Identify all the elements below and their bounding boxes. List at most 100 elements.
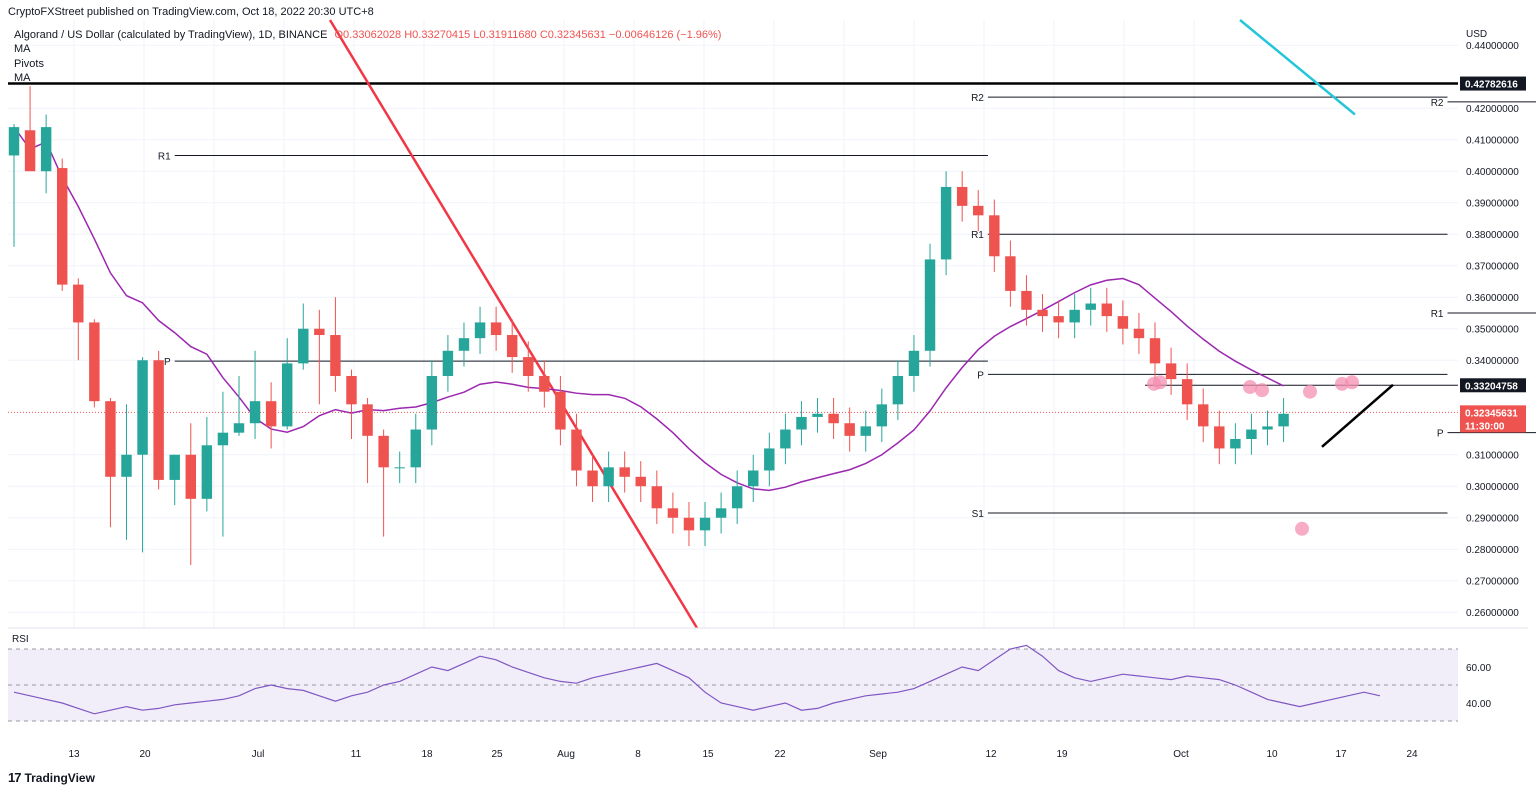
ohlc-values: O0.33062028 H0.33270415 L0.31911680 C0.3… bbox=[334, 29, 722, 41]
candle-body bbox=[1246, 429, 1257, 439]
candle-body bbox=[876, 404, 888, 427]
time-tick: 15 bbox=[702, 749, 714, 760]
pivot-levels: R1PR2R1PS1R2R1PR1PS1 bbox=[158, 93, 1536, 520]
candlestick-series bbox=[8, 86, 1289, 565]
tradingview-icon: 17 bbox=[8, 770, 22, 785]
price-tag-box bbox=[1460, 76, 1526, 91]
indicator-pivots[interactable]: Pivots bbox=[14, 58, 44, 70]
price-tick: 0.44000000 bbox=[1466, 41, 1519, 52]
candle-body bbox=[715, 508, 727, 518]
pivot-label: R1 bbox=[158, 151, 171, 162]
candle-body bbox=[24, 130, 36, 172]
candle-body bbox=[748, 470, 759, 487]
time-tick: Oct bbox=[1173, 749, 1189, 760]
candle-body bbox=[603, 467, 614, 487]
candle-body bbox=[1053, 316, 1064, 323]
touch-marker bbox=[1303, 384, 1317, 399]
candle-body bbox=[1117, 316, 1129, 329]
rsi-label: RSI bbox=[12, 634, 29, 645]
pivot-label: P bbox=[164, 357, 171, 368]
descending-trendline bbox=[328, 19, 699, 629]
candle-body bbox=[201, 445, 213, 499]
time-tick: Sep bbox=[869, 749, 887, 760]
candle-body bbox=[1214, 426, 1225, 449]
pivot-label: P bbox=[1437, 429, 1444, 440]
indicator-ma-2[interactable]: MA bbox=[14, 72, 31, 84]
candle-body bbox=[924, 259, 936, 351]
candle-body bbox=[394, 467, 405, 469]
symbol-title: Algorand / US Dollar (calculated by Trad… bbox=[14, 29, 721, 41]
touch-marker bbox=[1153, 375, 1167, 390]
price-tick: 0.27000000 bbox=[1466, 577, 1519, 588]
price-tick: 0.36000000 bbox=[1466, 293, 1519, 304]
touch-marker bbox=[1345, 375, 1359, 390]
price-tick: 0.28000000 bbox=[1466, 545, 1519, 556]
price-tick: 0.35000000 bbox=[1466, 325, 1519, 336]
candle-body bbox=[619, 467, 630, 477]
time-tick: 20 bbox=[139, 749, 151, 760]
candle-body bbox=[1230, 438, 1241, 449]
cyan-trendline bbox=[1239, 19, 1356, 116]
candle-body bbox=[458, 338, 470, 351]
candle-body bbox=[40, 127, 52, 172]
tradingview-logo[interactable]: 17 TradingView bbox=[8, 770, 95, 785]
price-tag-label: 11:30:00 bbox=[1465, 421, 1505, 432]
price-tick: 0.31000000 bbox=[1466, 451, 1519, 462]
candle-body bbox=[474, 322, 486, 339]
price-tag-label: 0.42782616 bbox=[1465, 80, 1518, 91]
candle-body bbox=[908, 350, 920, 376]
time-tick: 22 bbox=[774, 749, 786, 760]
price-tag-box bbox=[1460, 378, 1526, 393]
candle-body bbox=[828, 413, 839, 424]
trend-lines bbox=[8, 19, 1458, 629]
candle-body bbox=[635, 476, 646, 487]
time-tick: 13 bbox=[68, 749, 80, 760]
candle-body bbox=[731, 486, 743, 509]
candle-body bbox=[940, 186, 952, 260]
candle-body bbox=[506, 335, 518, 358]
candle-body bbox=[667, 508, 679, 518]
time-tick: 19 bbox=[1056, 749, 1068, 760]
price-tag-label: 0.33204758 bbox=[1465, 381, 1518, 392]
candle-body bbox=[1181, 379, 1193, 405]
price-tick: 0.40000000 bbox=[1466, 167, 1519, 178]
touch-marker bbox=[1255, 383, 1269, 398]
touch-markers bbox=[1147, 375, 1359, 536]
candle-body bbox=[73, 284, 84, 323]
candle-body bbox=[796, 416, 807, 430]
candle-body bbox=[121, 454, 132, 477]
candle-body bbox=[587, 470, 598, 487]
candle-body bbox=[973, 205, 984, 216]
publish-info: CryptoFXStreet published on TradingView.… bbox=[8, 6, 374, 18]
candle-body bbox=[1262, 426, 1273, 430]
ma-line bbox=[13, 126, 1284, 492]
candle-body bbox=[56, 168, 68, 285]
candle-body bbox=[233, 423, 245, 433]
candle-body bbox=[1198, 404, 1209, 427]
candle-body bbox=[1101, 303, 1113, 317]
indicator-ma-1[interactable]: MA bbox=[14, 43, 31, 55]
candle-body bbox=[105, 401, 116, 477]
candle-body bbox=[1165, 363, 1177, 380]
time-tick: 8 bbox=[635, 749, 641, 760]
price-tag-label: 0.32345631 bbox=[1465, 408, 1518, 419]
ascending-trendline bbox=[1321, 383, 1394, 448]
time-tick: 12 bbox=[985, 749, 997, 760]
pivot-label: R1 bbox=[1431, 309, 1444, 320]
price-tick: 0.34000000 bbox=[1466, 356, 1519, 367]
rsi-pane[interactable]: RSI 60.00 40.00 bbox=[8, 627, 1528, 722]
time-axis[interactable]: 13 20 Jul 11 18 25 Aug 8 15 22 Sep 12 19 Oct 10 17 24 bbox=[68, 749, 1418, 760]
candle-body bbox=[185, 454, 196, 499]
candle-body bbox=[1005, 256, 1016, 291]
price-tick: 0.26000000 bbox=[1466, 608, 1519, 619]
candle-body bbox=[1085, 303, 1096, 310]
candle-body bbox=[346, 375, 357, 405]
rsi-line bbox=[13, 644, 1381, 715]
moving-average bbox=[13, 126, 1284, 492]
candle-body bbox=[860, 426, 871, 436]
pivot-label: R2 bbox=[1431, 98, 1444, 109]
price-tick: 0.37000000 bbox=[1466, 262, 1519, 273]
candle-body bbox=[281, 363, 293, 427]
